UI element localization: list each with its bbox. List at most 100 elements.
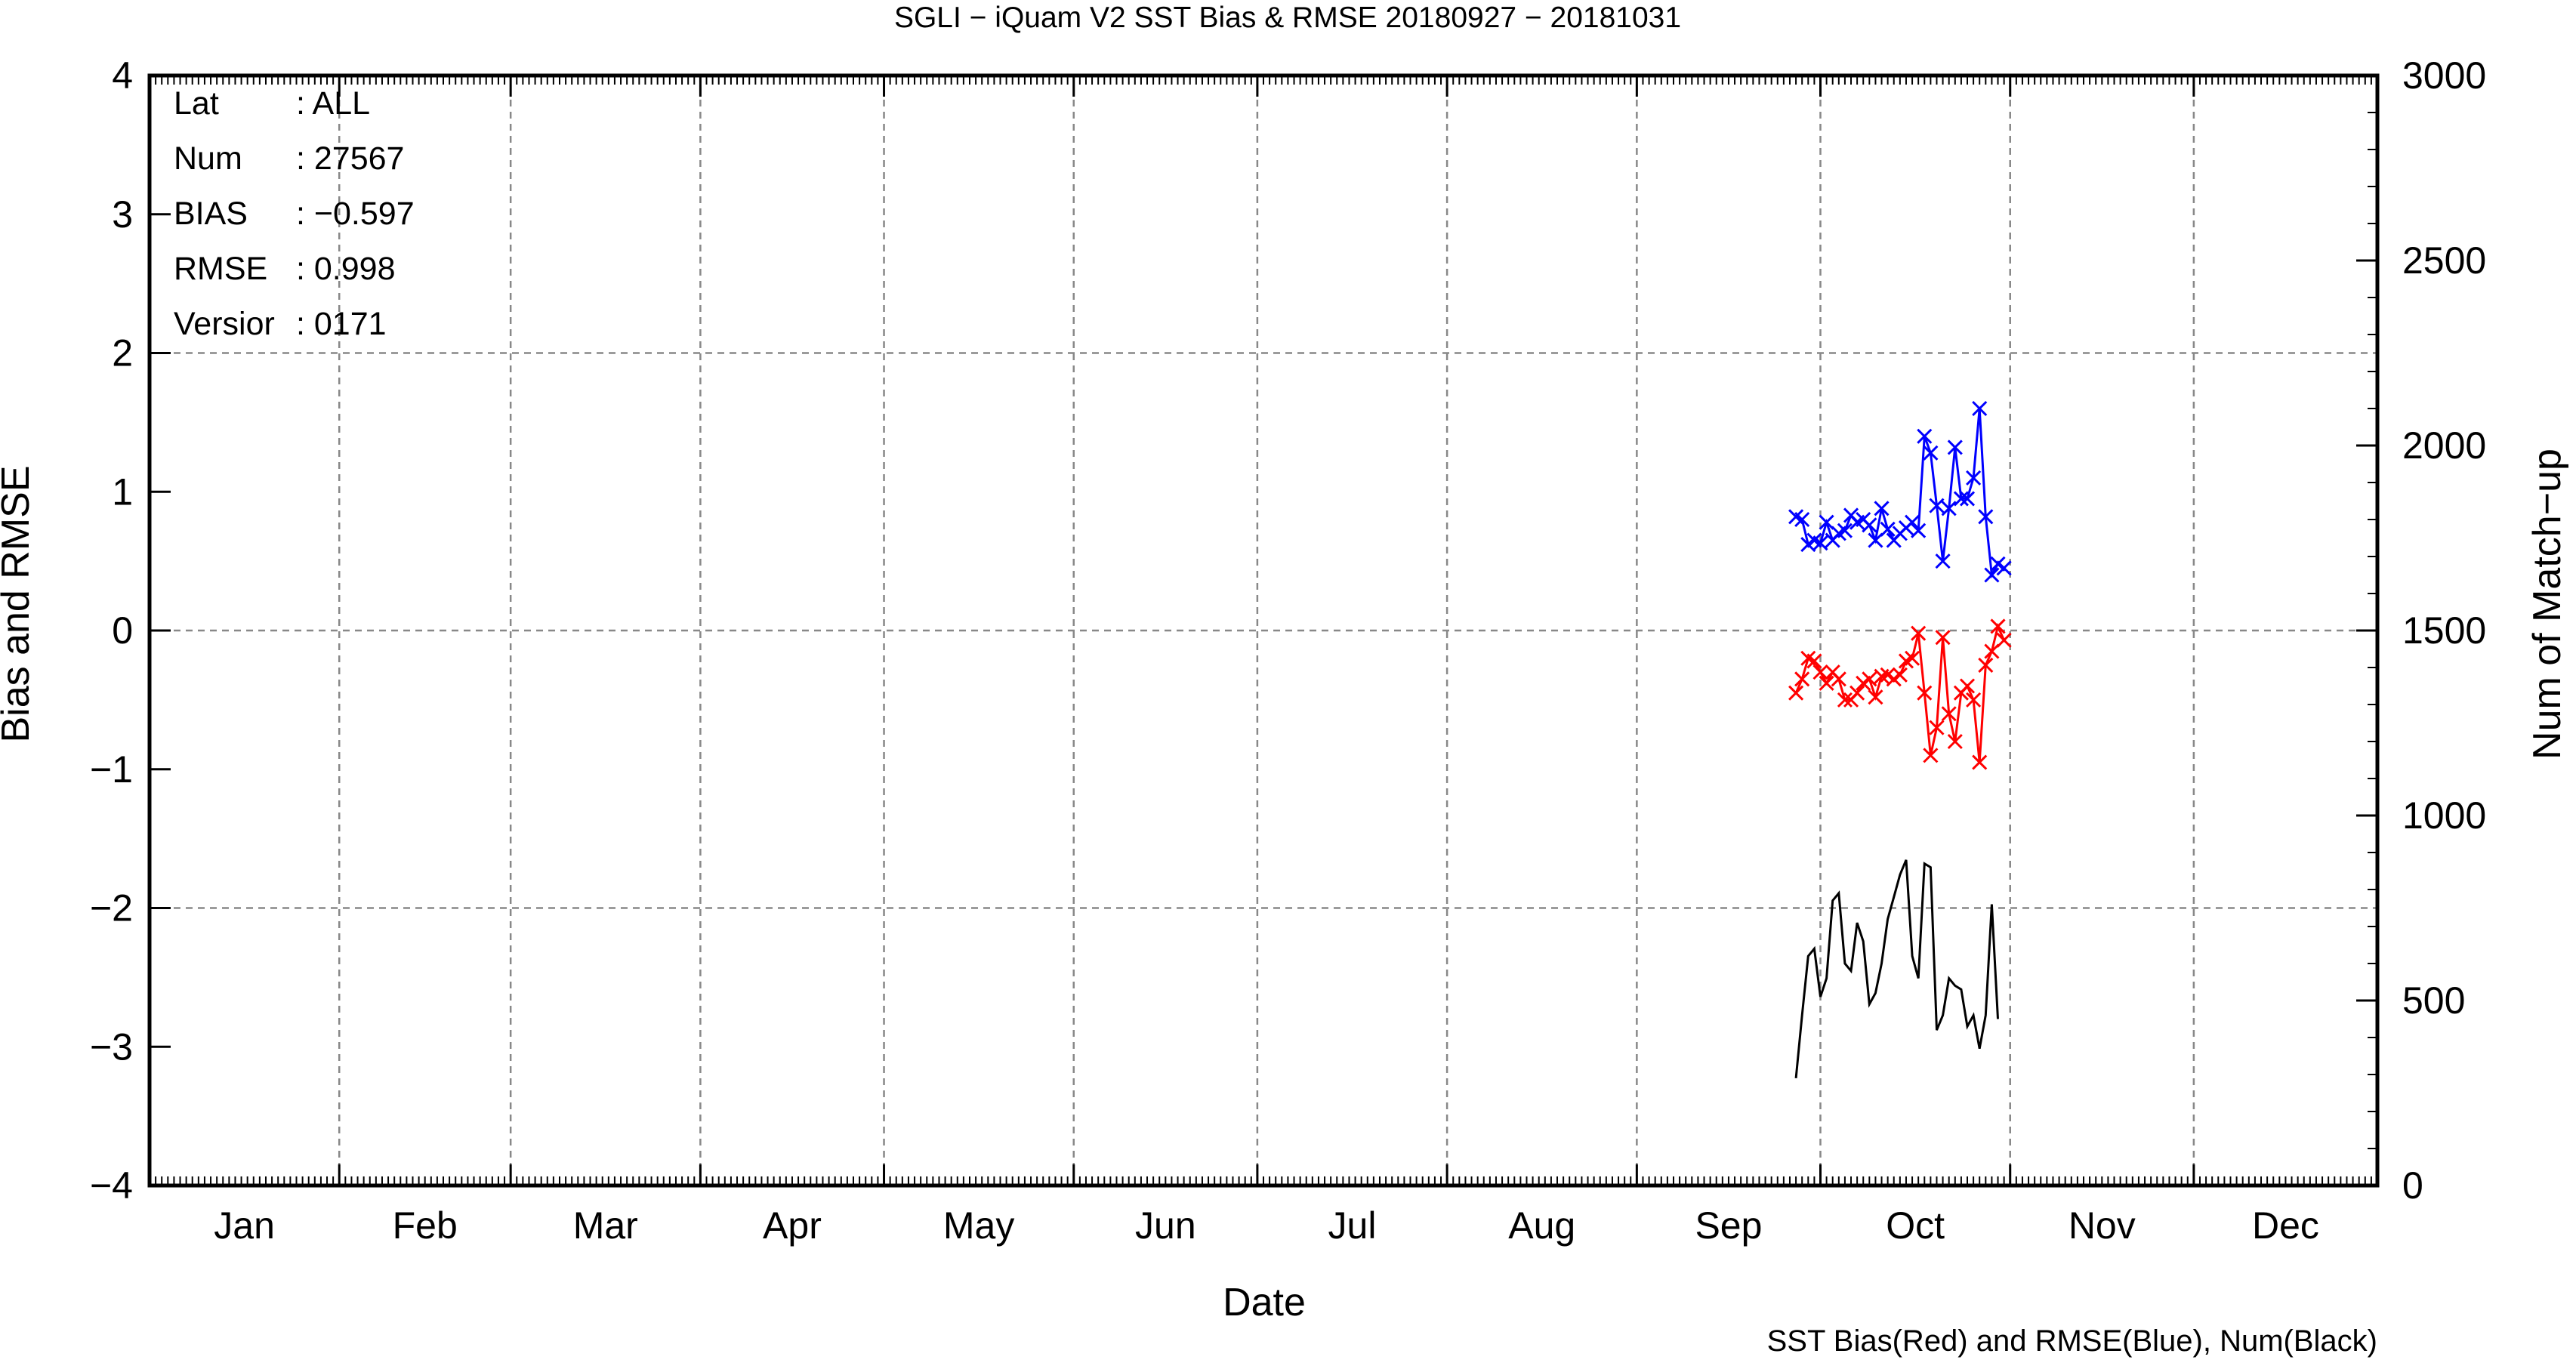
stat-label: Num xyxy=(174,140,242,177)
point-rmse xyxy=(1812,535,1828,551)
y-tick-label: 2 xyxy=(112,332,133,375)
point-rmse xyxy=(1941,501,1957,516)
point-rmse xyxy=(1923,445,1939,461)
point-bias xyxy=(1788,685,1804,701)
y2-tick-label: 1000 xyxy=(2402,794,2486,837)
x-tick-label: Dec xyxy=(2252,1204,2319,1247)
x-tick-label: Oct xyxy=(1886,1204,1945,1247)
point-bias xyxy=(1812,664,1828,680)
y2-tick-label: 2500 xyxy=(2402,239,2486,282)
y-tick-label: −4 xyxy=(90,1164,133,1207)
point-bias xyxy=(1837,692,1853,708)
x-axis-label: Date xyxy=(1223,1281,1306,1324)
point-rmse xyxy=(1978,509,1994,525)
point-rmse xyxy=(1837,523,1853,538)
x-tick-label: Jul xyxy=(1328,1204,1377,1247)
point-rmse xyxy=(1794,511,1810,528)
point-bias xyxy=(1984,643,2000,659)
series xyxy=(1788,400,2012,1079)
series-line-bias xyxy=(1794,622,2005,763)
x-tick-label: Apr xyxy=(763,1204,822,1247)
point-bias xyxy=(1905,650,1920,666)
y-tick-label: 0 xyxy=(112,609,133,652)
point-rmse xyxy=(1972,400,1988,417)
point-bias xyxy=(1819,675,1834,691)
point-bias xyxy=(1868,689,1883,705)
point-rmse xyxy=(1953,491,1969,507)
point-bias xyxy=(1941,706,1957,722)
point-bias xyxy=(1794,671,1810,687)
point-bias xyxy=(1996,632,2012,648)
point-bias xyxy=(1972,754,1988,770)
stat-value: : ALL xyxy=(296,85,370,122)
point-rmse xyxy=(1880,521,1896,537)
stat-value: : 0171 xyxy=(296,306,387,342)
stat-value: : 0.998 xyxy=(296,251,396,287)
x-tick-label: Aug xyxy=(1508,1204,1575,1247)
point-bias xyxy=(1923,748,1939,763)
x-tick-label: Sep xyxy=(1695,1204,1762,1247)
point-rmse xyxy=(1947,439,1963,455)
x-tick-label: Jun xyxy=(1135,1204,1196,1247)
x-tick-label: May xyxy=(943,1204,1014,1247)
y2-tick-label: 3000 xyxy=(2402,54,2486,97)
point-bias xyxy=(1966,692,1982,708)
stats-box: Lat : ALL Num : 27567 BIAS : −0.597 RMSE : 0.99… xyxy=(174,85,415,342)
point-bias xyxy=(1911,625,1927,641)
chart-title: SGLI − iQuam V2 SST Bias & RMSE 20180927… xyxy=(894,2,1681,34)
point-rmse xyxy=(1959,491,1976,507)
y2-tick-label: 1500 xyxy=(2402,609,2486,652)
point-rmse xyxy=(1935,553,1951,569)
y2-tick-label: 500 xyxy=(2402,979,2465,1022)
chart-footer: SST Bias(Red) and RMSE(Blue), Num(Black) xyxy=(1767,1324,2377,1358)
y2-tick-label: 2000 xyxy=(2402,424,2486,467)
point-rmse xyxy=(1905,514,1920,530)
series-line-num xyxy=(1794,859,1999,1079)
stat-label: Versior xyxy=(174,306,275,342)
point-bias xyxy=(1947,733,1963,750)
stat-label: RMSE xyxy=(174,251,267,287)
grid xyxy=(150,76,2377,1186)
point-bias xyxy=(1935,630,1951,646)
y-axis-label: Bias and RMSE xyxy=(0,465,38,742)
point-rmse xyxy=(1819,514,1834,530)
tick-labels: Jan Feb Mar Apr May Jun Jul Aug Sep Oct Nov Dec 4 3 2 1… xyxy=(90,54,2486,1247)
y2-axis-label: Num of Match−up xyxy=(2525,449,2569,760)
y2-tick-label: 0 xyxy=(2402,1164,2423,1207)
axis-ticks xyxy=(149,74,2378,1187)
point-rmse xyxy=(1966,470,1982,486)
point-bias xyxy=(1806,653,1822,669)
point-rmse xyxy=(1917,428,1933,444)
point-bias xyxy=(1990,618,2006,634)
point-rmse xyxy=(1862,517,1877,533)
point-rmse xyxy=(1929,498,1945,513)
stat-label: BIAS xyxy=(174,196,248,232)
stat-value: : −0.597 xyxy=(296,196,415,232)
point-bias xyxy=(1929,720,1945,735)
point-rmse xyxy=(1874,501,1890,516)
y-tick-label: −3 xyxy=(90,1025,133,1068)
x-tick-label: Feb xyxy=(393,1204,458,1247)
stat-value: : 27567 xyxy=(296,140,404,177)
point-rmse xyxy=(1868,532,1883,548)
y-tick-label: 4 xyxy=(112,54,133,97)
x-tick-label: Mar xyxy=(573,1204,638,1247)
point-bias xyxy=(1862,671,1877,687)
point-bias xyxy=(1917,685,1933,701)
y-tick-label: −2 xyxy=(90,887,133,930)
point-rmse xyxy=(1984,567,2000,583)
x-tick-label: Nov xyxy=(2069,1204,2136,1247)
point-bias xyxy=(1831,671,1846,687)
x-tick-label: Jan xyxy=(214,1204,275,1247)
stat-label: Lat xyxy=(174,85,219,122)
point-bias xyxy=(1892,667,1908,683)
point-bias xyxy=(1978,657,1994,673)
point-bias xyxy=(1849,685,1865,701)
y-tick-label: −1 xyxy=(90,748,133,791)
y-tick-label: 3 xyxy=(112,193,133,236)
point-rmse xyxy=(1911,523,1927,538)
point-rmse xyxy=(1996,560,2012,576)
y-tick-label: 1 xyxy=(112,470,133,513)
point-bias xyxy=(1959,678,1976,694)
